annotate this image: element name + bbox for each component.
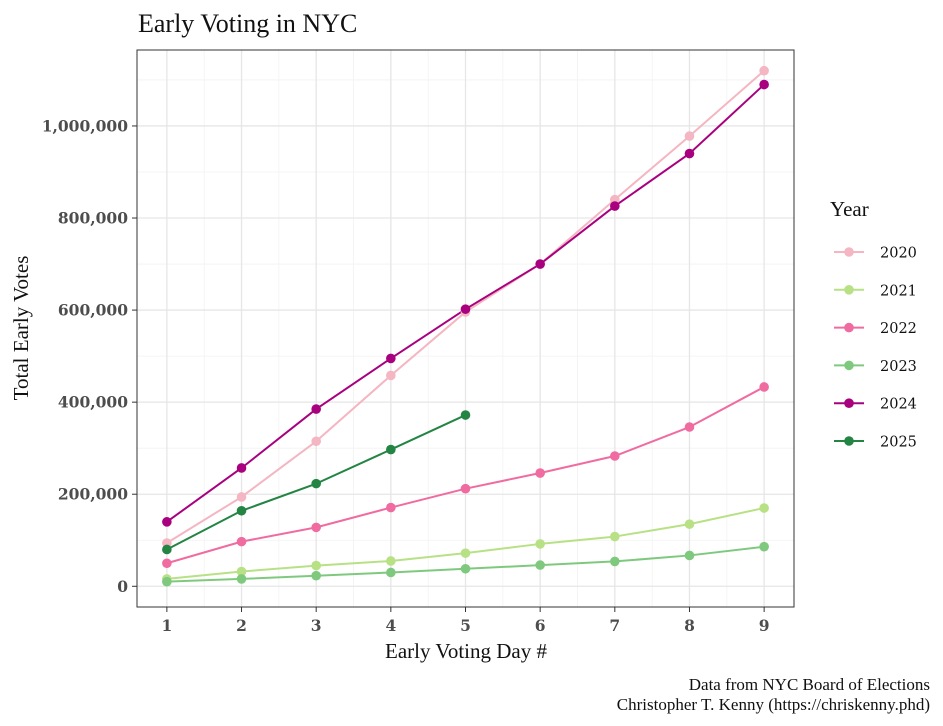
data-point-2022-day-1 <box>162 558 172 569</box>
data-point-2024-day-2 <box>236 463 247 473</box>
data-point-2023-day-9 <box>759 541 769 552</box>
y-tick-label: 0 <box>117 577 128 596</box>
x-tick-label: 8 <box>684 616 695 635</box>
legend-key-point-2022 <box>844 322 854 333</box>
data-point-2025-day-5 <box>460 410 471 420</box>
data-point-2025-day-3 <box>311 478 321 489</box>
x-axis: 1 2 3 4 5 6 7 8 9 <box>161 607 770 635</box>
x-tick-label: 1 <box>161 616 172 635</box>
data-point-2021-day-9 <box>759 503 769 513</box>
legend-label-2022: 2022 <box>880 321 917 337</box>
data-point-2022-day-3 <box>311 522 321 533</box>
data-point-2021-day-5 <box>460 548 471 558</box>
data-point-2024-day-5 <box>460 304 471 314</box>
legend-label-2020: 2020 <box>880 246 917 262</box>
data-point-2021-day-4 <box>386 556 396 566</box>
data-point-2025-day-2 <box>236 505 247 516</box>
y-tick-label: 1,000,000 <box>42 116 129 135</box>
data-point-2023-day-3 <box>311 570 321 581</box>
data-point-2024-day-7 <box>610 201 620 211</box>
y-tick-label: 600,000 <box>58 301 128 320</box>
data-point-2023-day-7 <box>610 556 620 567</box>
x-tick-label: 5 <box>460 616 471 635</box>
legend-label-2021: 2021 <box>880 283 917 299</box>
y-tick-label: 800,000 <box>58 209 128 228</box>
data-point-2023-day-5 <box>460 563 471 574</box>
y-tick-label: 400,000 <box>58 393 128 412</box>
x-axis-title: Early Voting Day # <box>385 639 547 663</box>
legend-key-point-2020 <box>844 247 854 257</box>
data-point-2022-day-5 <box>460 483 471 494</box>
data-point-2025-day-1 <box>162 544 172 555</box>
x-tick-label: 4 <box>385 616 396 635</box>
x-tick-label: 3 <box>311 616 322 635</box>
caption-author: Christopher T. Kenny (https://chriskenny… <box>617 695 930 714</box>
data-point-2024-day-6 <box>535 259 545 269</box>
data-point-2022-day-4 <box>386 502 396 513</box>
data-point-2022-day-8 <box>684 422 695 432</box>
data-point-2021-day-8 <box>684 519 695 529</box>
y-tick-label: 200,000 <box>58 485 128 504</box>
data-point-2023-day-2 <box>236 574 247 584</box>
legend-key-point-2021 <box>844 285 854 295</box>
legend: Year 2020 2021 2022 2023 2024 2025 <box>830 197 917 451</box>
data-point-2023-day-8 <box>684 550 695 561</box>
data-point-2021-day-3 <box>311 560 321 571</box>
legend-label-2025: 2025 <box>880 435 917 451</box>
data-point-2022-day-7 <box>610 451 620 461</box>
data-point-2020-day-4 <box>386 370 396 381</box>
data-point-2023-day-1 <box>162 576 172 587</box>
legend-label-2023: 2023 <box>880 359 917 375</box>
data-point-2020-day-9 <box>759 65 769 76</box>
plot-panel <box>136 49 795 608</box>
legend-key-point-2023 <box>844 360 854 371</box>
caption-source: Data from NYC Board of Elections <box>689 675 930 694</box>
data-point-2021-day-7 <box>610 531 620 542</box>
legend-key-point-2024 <box>844 398 854 409</box>
legend-label-2024: 2024 <box>880 397 917 413</box>
data-point-2020-day-3 <box>311 436 321 447</box>
legend-key-point-2025 <box>844 436 854 446</box>
data-point-2024-day-4 <box>386 353 396 364</box>
data-point-2022-day-9 <box>759 382 769 392</box>
data-point-2025-day-4 <box>386 444 396 455</box>
data-point-2024-day-3 <box>311 404 321 414</box>
y-axis: 0 200,000 400,000 600,000 800,000 1,000,000 <box>42 116 137 596</box>
data-point-2024-day-9 <box>759 79 769 90</box>
data-point-2023-day-4 <box>386 567 396 578</box>
legend-title: Year <box>830 197 869 221</box>
x-tick-label: 2 <box>236 616 247 635</box>
x-tick-label: 7 <box>609 616 620 635</box>
y-axis-title: Total Early Votes <box>9 256 33 401</box>
data-point-2021-day-2 <box>236 566 247 577</box>
data-point-2024-day-8 <box>684 148 695 159</box>
data-point-2024-day-1 <box>162 517 172 527</box>
x-tick-label: 6 <box>535 616 546 635</box>
data-point-2023-day-6 <box>535 560 545 570</box>
x-tick-label: 9 <box>759 616 770 635</box>
data-point-2022-day-2 <box>236 536 247 547</box>
data-point-2020-day-2 <box>236 492 247 502</box>
data-point-2020-day-8 <box>684 131 695 141</box>
data-point-2021-day-6 <box>535 539 545 549</box>
chart-title: Early Voting in NYC <box>138 9 357 38</box>
data-point-2022-day-6 <box>535 468 545 478</box>
series-points <box>162 65 769 587</box>
